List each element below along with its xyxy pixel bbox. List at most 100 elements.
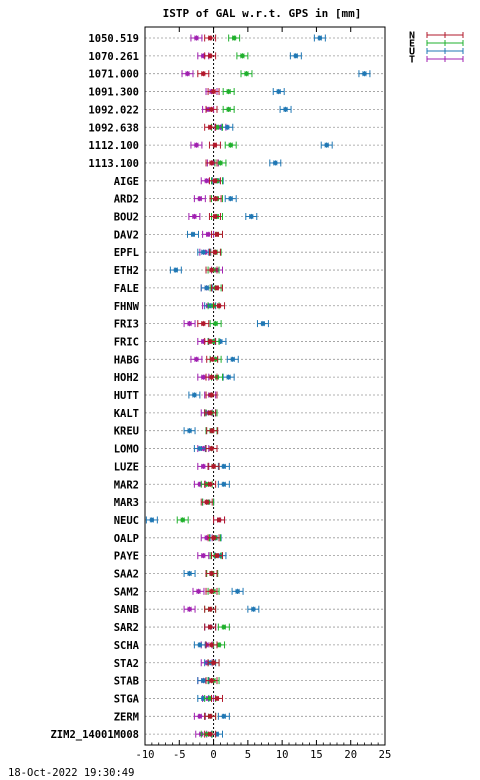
marker-T [196,195,203,202]
point-N [205,105,218,113]
point-U [145,516,158,524]
marker-U [186,570,193,577]
station-label: ARD2 [114,194,139,206]
marker-N [210,463,217,470]
marker-U [234,588,241,595]
point-U [183,427,196,435]
data-marks [145,34,371,738]
point-N [200,498,213,506]
station-label: HUTT [114,390,139,402]
point-E [222,105,235,113]
point-U [188,391,201,399]
marker-N [211,213,218,220]
marker-N [211,249,218,256]
x-tick-label: 25 [379,749,392,761]
marker-N [207,52,214,59]
marker-N [216,516,223,523]
marker-N [200,70,207,77]
marker-N [208,588,215,595]
point-N [205,373,218,381]
marker-N [214,695,220,702]
point-U [269,159,282,167]
point-T [190,141,203,149]
point-N [205,641,218,649]
station-label: 1092.022 [88,104,139,116]
point-T [190,355,203,363]
point-N [207,534,220,542]
legend-label-T: T [409,55,415,66]
point-E [217,623,230,631]
marker-U [316,35,323,41]
marker-N [209,356,216,363]
marker-T [191,213,198,220]
marker-E [243,70,250,77]
point-U [193,445,206,453]
point-U [217,480,230,488]
marker-U [186,427,193,434]
station-label: ETH2 [114,265,139,277]
marker-T [193,35,200,41]
marker-N [200,320,207,327]
point-N [205,266,218,274]
marker-U [172,267,179,274]
point-N [208,141,221,149]
marker-N [211,142,218,149]
marker-N [208,570,215,577]
marker-N [208,106,215,113]
point-N [204,409,217,417]
station-label: BOU2 [114,212,139,224]
point-T [190,34,203,42]
marker-T [184,70,191,77]
marker-N [208,392,215,398]
point-N [206,355,219,363]
point-N [204,34,217,42]
station-label: STGA [114,693,140,705]
point-N [204,52,217,60]
station-label: STAB [114,676,139,688]
marker-N [207,124,214,131]
marker-U [259,320,266,327]
station-label: SAA2 [114,569,139,581]
station-label: ZERM [114,711,139,723]
point-N [204,730,217,738]
point-E [228,34,241,42]
point-N [211,552,223,560]
point-U [193,641,206,649]
marker-N [207,606,214,613]
station-label: SANB [114,604,139,616]
point-N [209,195,222,203]
marker-N [208,267,215,274]
marker-U [148,516,155,523]
point-N [204,480,217,488]
marker-U [272,159,279,166]
marker-T [193,142,200,149]
marker-U [224,124,231,131]
point-N [205,570,218,577]
point-N [197,320,210,328]
point-T [183,320,196,328]
marker-T [193,356,200,363]
marker-U [220,713,227,720]
station-labels: 1050.519 1070.261 1071.000 1091.300 1092.022… [50,33,139,741]
marker-U [323,142,330,149]
marker-N [208,445,215,452]
marker-U [203,284,210,291]
axes: -10 -5 0 5 10 15 20 25 [136,26,392,761]
station-label: DAV2 [114,229,139,241]
point-N [205,159,218,167]
point-T [181,70,194,78]
point-N [204,337,217,345]
point-E [209,320,222,328]
point-E [236,52,249,60]
marker-U [200,249,207,256]
station-label: MAR3 [114,497,139,509]
point-N [213,302,226,310]
point-N [211,284,223,292]
station-label: FRI3 [114,319,139,331]
point-N [205,391,218,399]
station-label: EPFL [114,247,139,259]
marker-N [207,713,214,720]
marker-T [200,552,207,559]
